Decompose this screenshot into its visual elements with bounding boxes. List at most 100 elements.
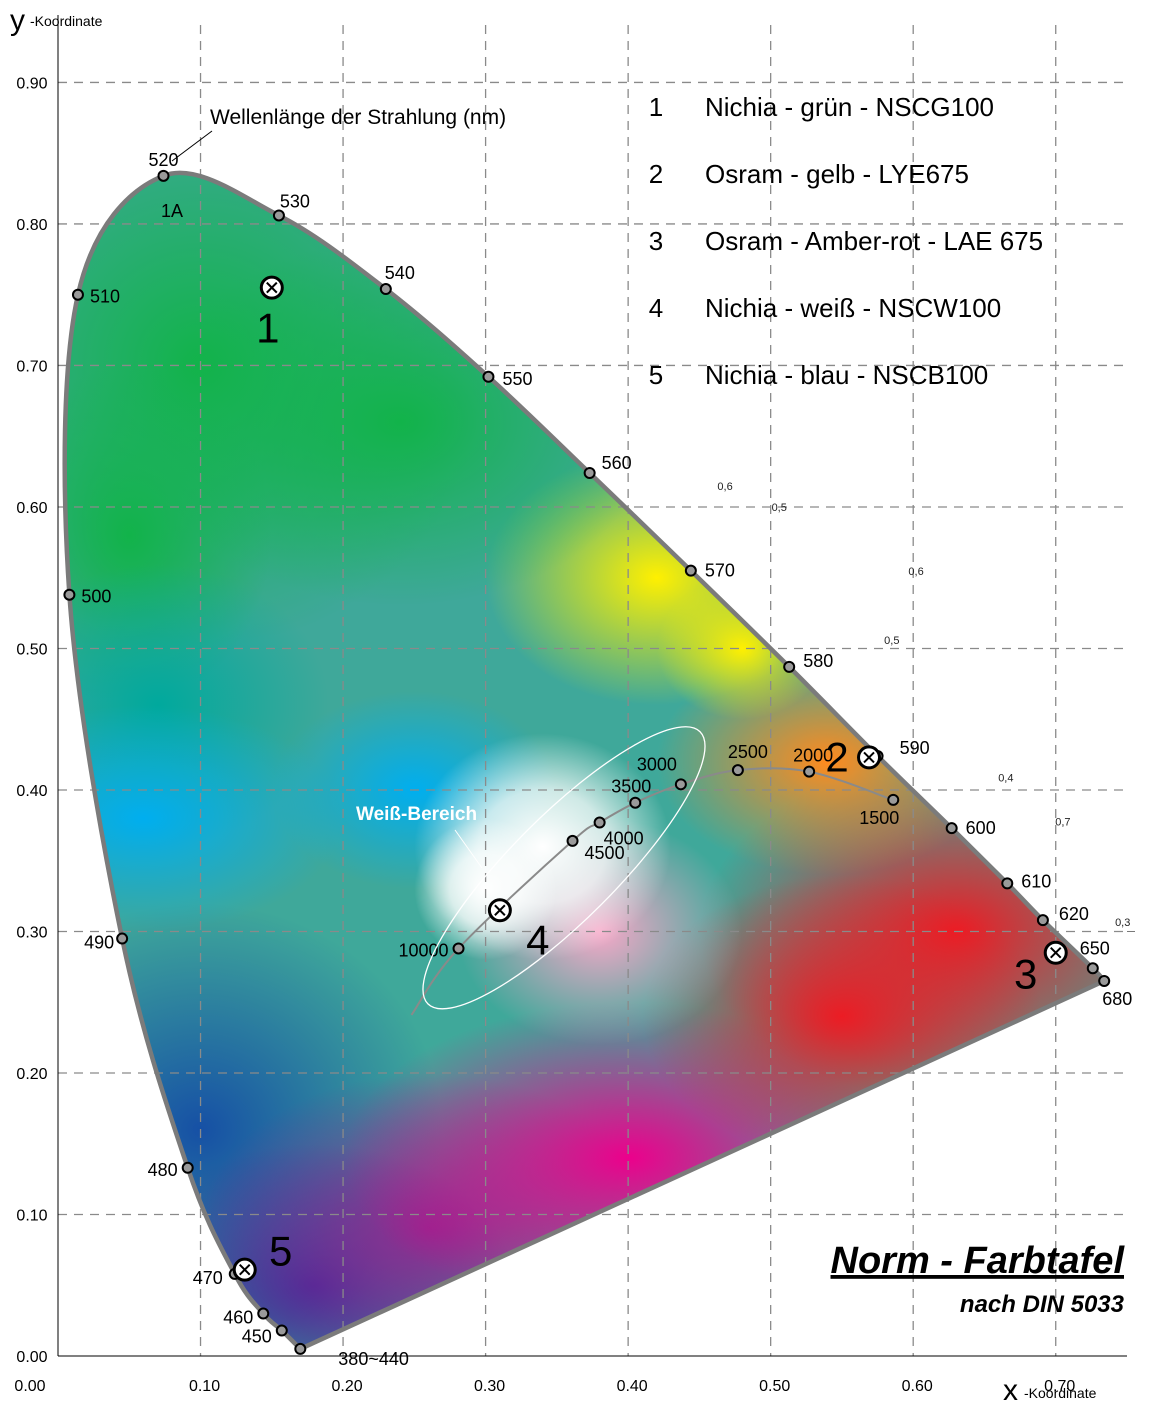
legend-number: 2 xyxy=(649,159,663,189)
wavelength-label: 610 xyxy=(1021,871,1051,891)
wavelength-label: 480 xyxy=(148,1160,178,1180)
wavelength-label: 580 xyxy=(803,651,833,671)
wavelength-label: 460 xyxy=(223,1308,253,1328)
temperature-label: 4500 xyxy=(585,843,625,863)
labels: 1A 0,6 0,5 0,6 0,5 0,4 0,7 0,3 1 Nichia - grün - … xyxy=(161,92,1135,932)
wavelength-label: 560 xyxy=(602,453,632,473)
legend-number: 3 xyxy=(649,226,663,256)
x-axis-title-small: -Koordinate xyxy=(1024,1385,1097,1401)
y-tick-label: 0.10 xyxy=(16,1207,47,1224)
y-tick-label: 0.40 xyxy=(16,783,47,800)
temperature-label: 3500 xyxy=(611,777,651,797)
wavelength-marker xyxy=(116,932,129,945)
temperature-marker xyxy=(452,942,465,955)
wavelength-label: 510 xyxy=(90,287,120,307)
legend-number: 4 xyxy=(649,293,663,323)
y-tick-label: 0.90 xyxy=(16,75,47,92)
wavelength-marker xyxy=(157,169,170,182)
wavelength-marker xyxy=(272,209,285,222)
wavelength-label: 450 xyxy=(242,1327,272,1347)
extra-label: 1A xyxy=(161,201,183,221)
wavelength-label: 530 xyxy=(280,191,310,211)
wavelength-label: 600 xyxy=(966,818,996,838)
x-axis-title-big: x xyxy=(1003,1374,1018,1407)
gamut-color-blob xyxy=(64,705,344,932)
axes: 0.00 0.10 0.20 0.30 0.40 0.50 0.60 0.70 0.00 0.10… xyxy=(14,15,1127,1395)
temperature-label: 3000 xyxy=(637,754,677,774)
temperature-marker xyxy=(803,765,816,778)
wavelength-annotation: Wellenlänge der Strahlung (nm) xyxy=(210,106,506,129)
led-point-cross xyxy=(1050,947,1062,959)
wavelength-label: 520 xyxy=(148,150,178,170)
legend-number: 5 xyxy=(649,360,663,390)
extra-label: 0,5 xyxy=(772,502,787,514)
wavelength-marker xyxy=(379,283,392,296)
led-point-cross xyxy=(863,751,875,764)
wavelength-label: 620 xyxy=(1059,904,1089,924)
wavelength-marker xyxy=(275,1324,288,1337)
y-axis-title-small: -Koordinate xyxy=(30,13,103,29)
led-point-label: 4 xyxy=(526,916,549,963)
wavelength-marker xyxy=(63,588,76,601)
spectral-locus: 380~440450460470480490500510520530540550… xyxy=(62,130,1132,1369)
legend-entry: Osram - gelb - LYE675 xyxy=(705,159,969,189)
wavelength-marker xyxy=(1086,962,1099,975)
wavelength-marker xyxy=(684,564,697,577)
wavelength-marker xyxy=(257,1307,270,1320)
temperature-marker xyxy=(887,793,900,806)
wavelength-marker xyxy=(181,1161,194,1174)
annotation-leader xyxy=(171,130,213,162)
led-points: 1 2 3 4 5 xyxy=(232,275,1068,1282)
wavelength-marker xyxy=(583,467,596,480)
led-point-cross xyxy=(239,1263,251,1276)
white-region: Weiß-Bereich xyxy=(356,726,706,1010)
wavelength-marker xyxy=(783,660,796,673)
wavelength-label: 570 xyxy=(705,561,735,581)
led-point-cross xyxy=(266,281,278,294)
temperature-marker xyxy=(629,796,642,809)
legend-entry: Nichia - blau - NSCB100 xyxy=(705,360,988,390)
temperature-label: 2000 xyxy=(793,746,833,766)
temperature-label: 2500 xyxy=(728,742,768,762)
white-region-label: Weiß-Bereich xyxy=(356,804,477,825)
extra-label: 0,6 xyxy=(908,566,923,578)
led-point-cross xyxy=(494,904,506,916)
color-gamut-fill xyxy=(64,172,1105,1349)
wavelength-marker xyxy=(945,822,958,835)
legend-number: 1 xyxy=(649,92,663,122)
chart-subtitle: nach DIN 5033 xyxy=(960,1291,1125,1318)
y-tick-label: 0.70 xyxy=(16,358,47,375)
y-axis-title-big: y xyxy=(10,4,25,37)
wavelength-label: 470 xyxy=(193,1268,223,1288)
led-point-label: 1 xyxy=(256,305,279,352)
wavelength-marker xyxy=(1098,975,1111,988)
extra-label: 0,5 xyxy=(884,635,899,647)
extra-label: 0,6 xyxy=(717,481,732,493)
wavelength-marker xyxy=(294,1342,307,1355)
grid xyxy=(58,25,1127,1356)
extra-label: 0,4 xyxy=(998,772,1013,784)
wavelength-label: 490 xyxy=(84,933,114,953)
white-region-ellipse xyxy=(422,726,706,1010)
x-tick-label: 0.20 xyxy=(331,1378,362,1395)
temperature-marker xyxy=(593,816,606,829)
temperature-marker xyxy=(674,778,687,791)
temperature-label: 4000 xyxy=(604,829,644,849)
wavelength-label: 650 xyxy=(1080,938,1110,958)
wavelength-marker xyxy=(71,288,84,301)
wavelength-label: 380~440 xyxy=(338,1349,409,1369)
led-point-label: 3 xyxy=(1014,951,1037,998)
wavelength-label: 680 xyxy=(1102,989,1132,1009)
led-point-label: 5 xyxy=(269,1228,292,1275)
temperature-label: 1500 xyxy=(859,808,899,828)
spectral-locus-outline xyxy=(62,170,1107,1352)
x-tick-label: 0.00 xyxy=(14,1378,45,1395)
y-tick-label: 0.60 xyxy=(16,500,47,517)
x-tick-label: 0.40 xyxy=(617,1378,648,1395)
wavelength-marker xyxy=(482,370,495,383)
y-tick-label: 0.20 xyxy=(16,1066,47,1083)
legend-entry: Nichia - grün - NSCG100 xyxy=(705,92,994,122)
x-tick-label: 0.10 xyxy=(189,1378,220,1395)
